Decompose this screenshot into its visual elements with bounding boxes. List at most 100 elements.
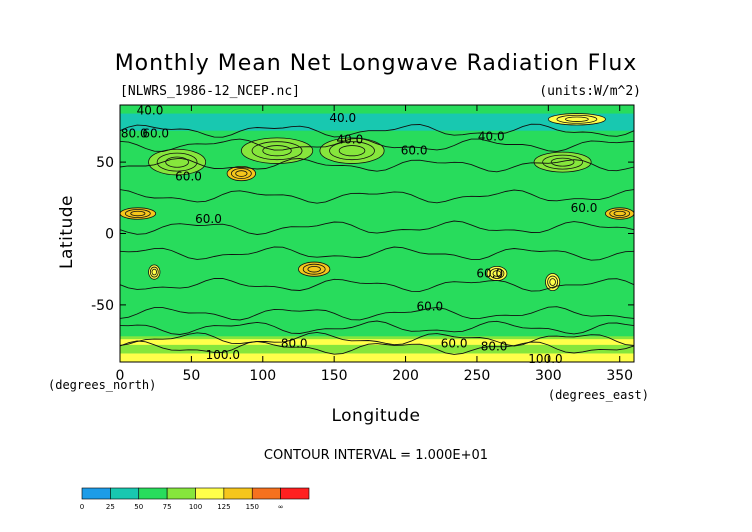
units-label: (units:W/m^2) [539, 84, 641, 99]
contour-labels: 40.0 40.0 40.0 40.0 60.0 60.0 60.0 60.0 60.0 60.0… [121, 104, 597, 366]
contour-label: 80.0 [121, 127, 148, 141]
colorbar-swatch [251, 487, 281, 500]
contour-ring [302, 263, 326, 275]
contour-label: 60.0 [416, 299, 443, 313]
contour-line [119, 246, 635, 261]
x-tick-label: 0 [116, 368, 125, 384]
x-axis-ticks: 0 50 100 150 200 250 300 350 [116, 105, 633, 384]
contour-label: 60.0 [401, 144, 428, 158]
contour-ring [156, 152, 198, 172]
contour-ring [329, 141, 375, 161]
contour-ring [533, 151, 592, 173]
contour-ring [148, 264, 161, 280]
contour-label: 100.0 [206, 348, 240, 362]
colorbar: 0 25 50 75 100 125 150 ∞ [80, 487, 310, 511]
colorbar-swatch [280, 487, 310, 500]
contour-label: 40.0 [329, 111, 356, 125]
field-region [120, 339, 634, 345]
field-region [120, 290, 634, 320]
contour-label: 40.0 [137, 104, 164, 118]
contour-label: 80.0 [281, 336, 308, 350]
colorbar-label: ∞ [278, 503, 284, 511]
contour-line [119, 137, 635, 152]
contour-line [119, 157, 635, 173]
colorbar-swatch [166, 487, 196, 500]
contour-ring [149, 266, 159, 278]
contour-ring [489, 268, 505, 279]
contour-ring [547, 113, 606, 126]
colorbar-label: 125 [217, 503, 230, 511]
contour-ring [230, 168, 252, 179]
y-tick-label: -50 [91, 298, 114, 314]
x-tick-label: 250 [464, 368, 491, 384]
contour-ring [130, 210, 146, 217]
y-unit-note: (degrees_north) [48, 378, 156, 392]
contour-ring [492, 270, 502, 277]
x-unit-note: (degrees_east) [548, 388, 649, 402]
contour-ring [319, 137, 385, 164]
contour-ring [338, 145, 366, 157]
contour-ring [565, 116, 589, 122]
x-axis-label: Longitude [331, 406, 420, 426]
colorbar-swatch [81, 487, 111, 500]
x-tick-label: 50 [182, 368, 200, 384]
contour-label: 60.0 [571, 201, 598, 215]
contour-label: 80.0 [481, 339, 508, 353]
colorbar-label: 25 [106, 503, 115, 511]
contour-line [119, 306, 635, 321]
field-region [120, 353, 634, 362]
chart-title: Monthly Mean Net Longwave Radiation Flux [115, 51, 638, 76]
contour-ring [165, 156, 189, 168]
contour-ring [613, 210, 626, 217]
colorbar-swatch [223, 487, 253, 500]
contour-ring [609, 209, 631, 218]
colorbar-label: 50 [134, 503, 143, 511]
x-tick-label: 100 [249, 368, 276, 384]
contour-ring [262, 145, 292, 157]
contour-line [119, 331, 635, 347]
contour-line [119, 220, 635, 235]
contour-ring [545, 273, 561, 292]
contour-label: 40.0 [337, 132, 364, 146]
contour-line [119, 340, 635, 355]
y-tick-label: 0 [105, 227, 114, 243]
y-axis-ticks: -50 0 50 [91, 155, 634, 314]
contour-ring [226, 165, 257, 182]
contour-label: 100.0 [528, 352, 562, 366]
x-tick-label: 200 [392, 368, 419, 384]
contour-line [119, 123, 635, 138]
contour-ring [547, 275, 559, 289]
contour-lines [119, 113, 635, 355]
contour-ring [251, 141, 303, 161]
contour-ring [240, 137, 314, 164]
y-axis-label: Latitude [57, 195, 77, 269]
contour-label: 60.0 [142, 127, 169, 141]
contour-ring [549, 278, 556, 286]
colorbar-label: 150 [246, 503, 259, 511]
contour-ring [148, 148, 207, 176]
contour-ring [235, 170, 248, 177]
contour-ring [151, 268, 157, 276]
colorbar-label: 100 [189, 503, 202, 511]
contour-ring [307, 265, 321, 273]
contour-label: 40.0 [478, 129, 505, 143]
field-region [120, 113, 634, 131]
contour-label: 60.0 [441, 336, 468, 350]
contour-label: 60.0 [476, 266, 503, 280]
colorbar-swatch [138, 487, 168, 500]
contour-ring [124, 209, 151, 218]
x-tick-label: 300 [535, 368, 562, 384]
x-tick-label: 350 [606, 368, 633, 384]
contour-line [119, 320, 635, 335]
file-label: [NLWRS_1986-12_NCEP.nc] [120, 84, 300, 99]
contour-label: 60.0 [195, 212, 222, 226]
contour-ring [298, 261, 331, 277]
contour-label: 60.0 [175, 169, 202, 183]
contour-ring [486, 265, 508, 282]
field-region [120, 169, 634, 213]
contour-ring [542, 154, 583, 170]
colorbar-label: 75 [163, 503, 172, 511]
contour-ring [550, 157, 575, 167]
contour-ring [556, 114, 598, 124]
